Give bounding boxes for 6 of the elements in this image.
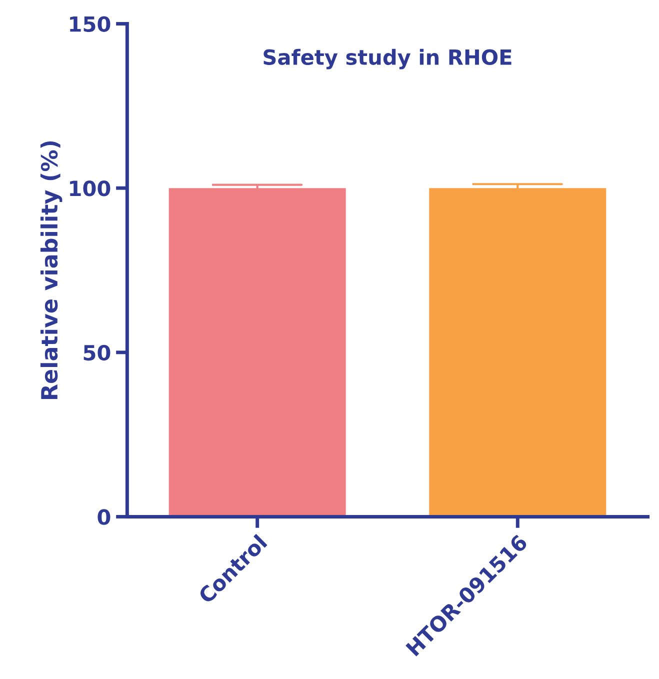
- y-tick-label: 50: [84, 344, 110, 361]
- text: Safety study in RHOE: [264, 48, 512, 70]
- y-tick-label: 0: [98, 509, 110, 525]
- y-axis-title: Relative viability (%): [40, 141, 62, 400]
- y-tick-label: 150: [70, 16, 110, 32]
- y-tick-label: 100: [70, 180, 110, 196]
